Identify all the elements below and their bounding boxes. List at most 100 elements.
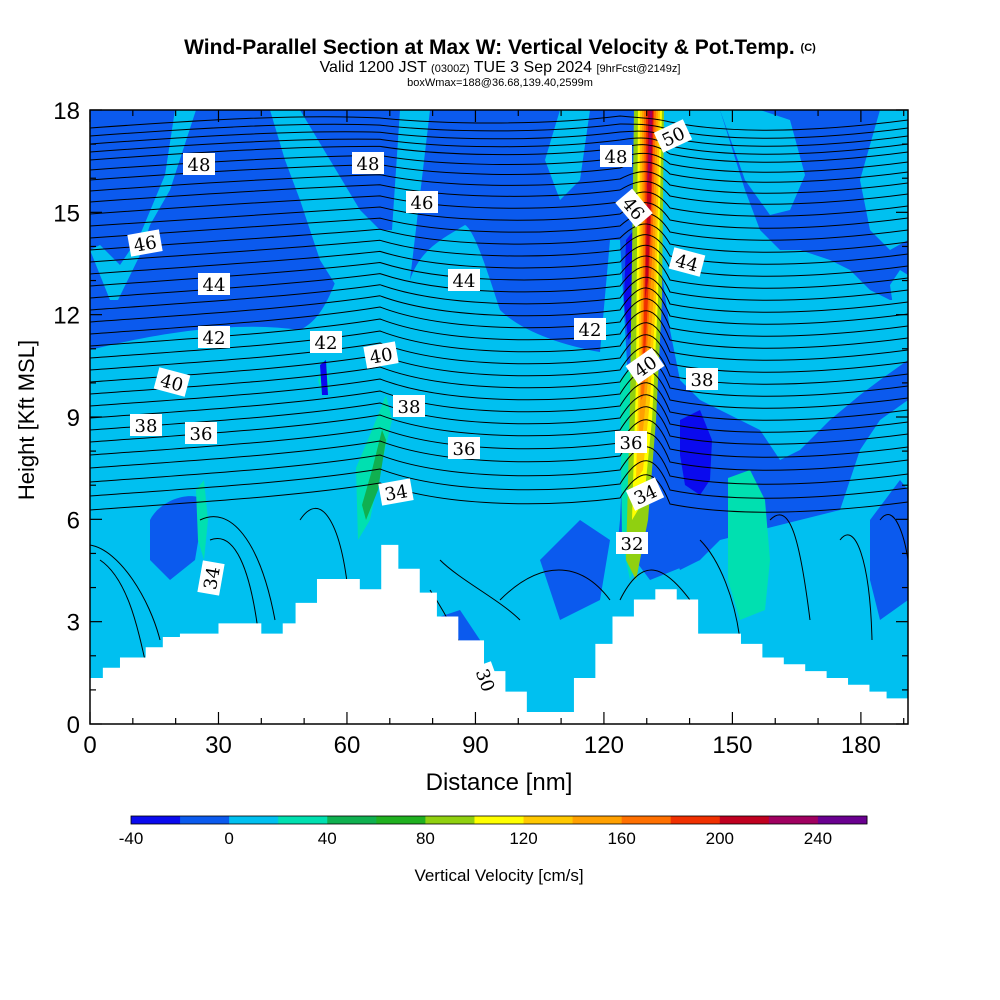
isentrope-line xyxy=(90,255,908,289)
pot-temp-label: 36 xyxy=(615,431,647,454)
pot-temp-label-text: 34 xyxy=(383,481,409,506)
chart-subtitle-box: boxWmax=188@36.68,139.40,2599m xyxy=(407,77,593,89)
isentrope-line xyxy=(90,382,908,421)
colorbar-tick-label: -40 xyxy=(119,829,144,848)
colorbar-swatch xyxy=(278,816,328,824)
isentrope-line xyxy=(90,123,908,139)
isentrope-line xyxy=(769,514,811,621)
isentrope-line xyxy=(209,538,259,631)
pot-temp-label: 38 xyxy=(393,395,425,418)
pot-temp-label-text: 38 xyxy=(135,416,158,437)
isentrope-line xyxy=(90,370,908,409)
pot-temp-label: 42 xyxy=(574,318,606,341)
valid-time: Valid 1200 JST xyxy=(319,59,427,76)
isentrope-line xyxy=(90,171,908,194)
pot-temp-label: 38 xyxy=(686,368,718,391)
y-tick-label: 6 xyxy=(67,507,80,534)
isentrope-line xyxy=(90,334,908,373)
colorbar-swatch xyxy=(670,816,721,824)
pot-temp-label-text: 46 xyxy=(411,193,434,214)
pot-temp-label: 46 xyxy=(406,191,438,214)
pot-temp-label: 40 xyxy=(153,367,191,397)
colorbar-swatch xyxy=(425,816,475,824)
pot-temp-label-text: 36 xyxy=(453,439,476,460)
isentrope-line xyxy=(90,474,908,513)
isentrope-line xyxy=(90,394,908,433)
isentrope-line xyxy=(90,322,908,361)
terrain-profile xyxy=(90,544,908,724)
chart-title-main: Wind-Parallel Section at Max W: Vertical… xyxy=(184,36,795,59)
isentrope-line xyxy=(90,419,908,458)
isentrope-line xyxy=(499,569,611,601)
isentrope-line xyxy=(90,137,908,155)
colorbar-swatch xyxy=(523,816,574,824)
x-tick-labels: 0 30 60 90 120 150 180 xyxy=(83,732,881,759)
pot-temp-label: 36 xyxy=(448,437,480,460)
y-tick-label: 3 xyxy=(67,610,80,637)
colorbar-tick-label: 200 xyxy=(706,829,734,848)
pot-temp-label-text: 46 xyxy=(132,232,158,257)
pot-temp-label: 40 xyxy=(363,341,399,369)
copyright-mark: (C) xyxy=(800,42,816,54)
isentrope-line xyxy=(90,432,908,471)
isentrope-line xyxy=(199,516,276,621)
x-tick-label: 120 xyxy=(584,732,624,759)
x-tick-label: 180 xyxy=(841,732,881,759)
isentrope-line xyxy=(90,310,908,349)
isentrope-line xyxy=(90,244,908,277)
x-tick-label: 60 xyxy=(334,732,361,759)
colorbar-swatch xyxy=(376,816,426,824)
pot-temp-label: 36 xyxy=(185,422,217,445)
field-green-plume xyxy=(362,430,386,520)
pot-temp-label-text: 48 xyxy=(605,147,628,168)
isentrope-line xyxy=(90,191,908,217)
y-tick-labels: 0 3 6 9 12 15 18 xyxy=(53,98,80,739)
pot-temp-label-text: 42 xyxy=(315,333,338,354)
colorbar-tick-labels: -40 0 40 80 120 160 200 240 xyxy=(119,829,832,848)
isentrope-line xyxy=(90,115,908,131)
isentrope-line xyxy=(439,559,521,621)
isentrope-line xyxy=(90,202,908,229)
pot-temp-label-text: 48 xyxy=(357,154,380,175)
axis-ticks xyxy=(89,109,908,725)
colorbar-tick-label: 0 xyxy=(224,829,233,848)
colorbar-swatch xyxy=(180,816,230,824)
colorbar-swatch xyxy=(621,816,672,824)
colorbar xyxy=(130,815,868,825)
forecast-info: [9hrFcst@2149z] xyxy=(596,63,681,75)
isentrope-line xyxy=(90,276,908,313)
pot-temp-label: 42 xyxy=(198,326,230,349)
pot-temp-label: 46 xyxy=(127,229,163,257)
isentrope-line xyxy=(90,266,908,301)
colorbar-swatch xyxy=(817,816,868,824)
isentrope-line xyxy=(90,130,908,147)
isentrope-line xyxy=(90,298,908,337)
pot-temp-label: 34 xyxy=(197,560,225,596)
pot-temp-label-text: 42 xyxy=(203,328,226,349)
colorbar-tick-label: 120 xyxy=(509,829,537,848)
colorbar-label: Vertical Velocity [cm/s] xyxy=(414,866,583,885)
isentrope-line xyxy=(99,559,146,661)
x-tick-label: 150 xyxy=(712,732,752,759)
x-tick-label: 90 xyxy=(462,732,489,759)
isentrope-line xyxy=(839,534,873,641)
isentrope-line xyxy=(90,460,908,499)
y-tick-label: 0 xyxy=(67,712,80,739)
chart-subtitle-valid: Valid 1200 JST (0300Z) TUE 3 Sep 2024 [9… xyxy=(0,60,1000,77)
isentrope-line xyxy=(299,507,349,591)
y-tick-label: 15 xyxy=(53,200,80,227)
pot-temp-label-text: 44 xyxy=(203,275,226,296)
colorbar-swatch xyxy=(719,816,770,824)
isentrope-line xyxy=(90,223,908,253)
colorbar-tick-label: 80 xyxy=(416,829,435,848)
y-tick-label: 9 xyxy=(67,405,80,432)
isentrope-line xyxy=(90,358,908,397)
colorbar-tick-label: 40 xyxy=(318,829,337,848)
isentrope-line xyxy=(90,346,908,385)
colorbar-swatch xyxy=(131,816,181,824)
colorbar-swatch xyxy=(229,816,279,824)
y-tick-label: 18 xyxy=(53,98,80,125)
pot-temp-label: 44 xyxy=(448,269,480,292)
isentrope-line xyxy=(90,212,908,241)
